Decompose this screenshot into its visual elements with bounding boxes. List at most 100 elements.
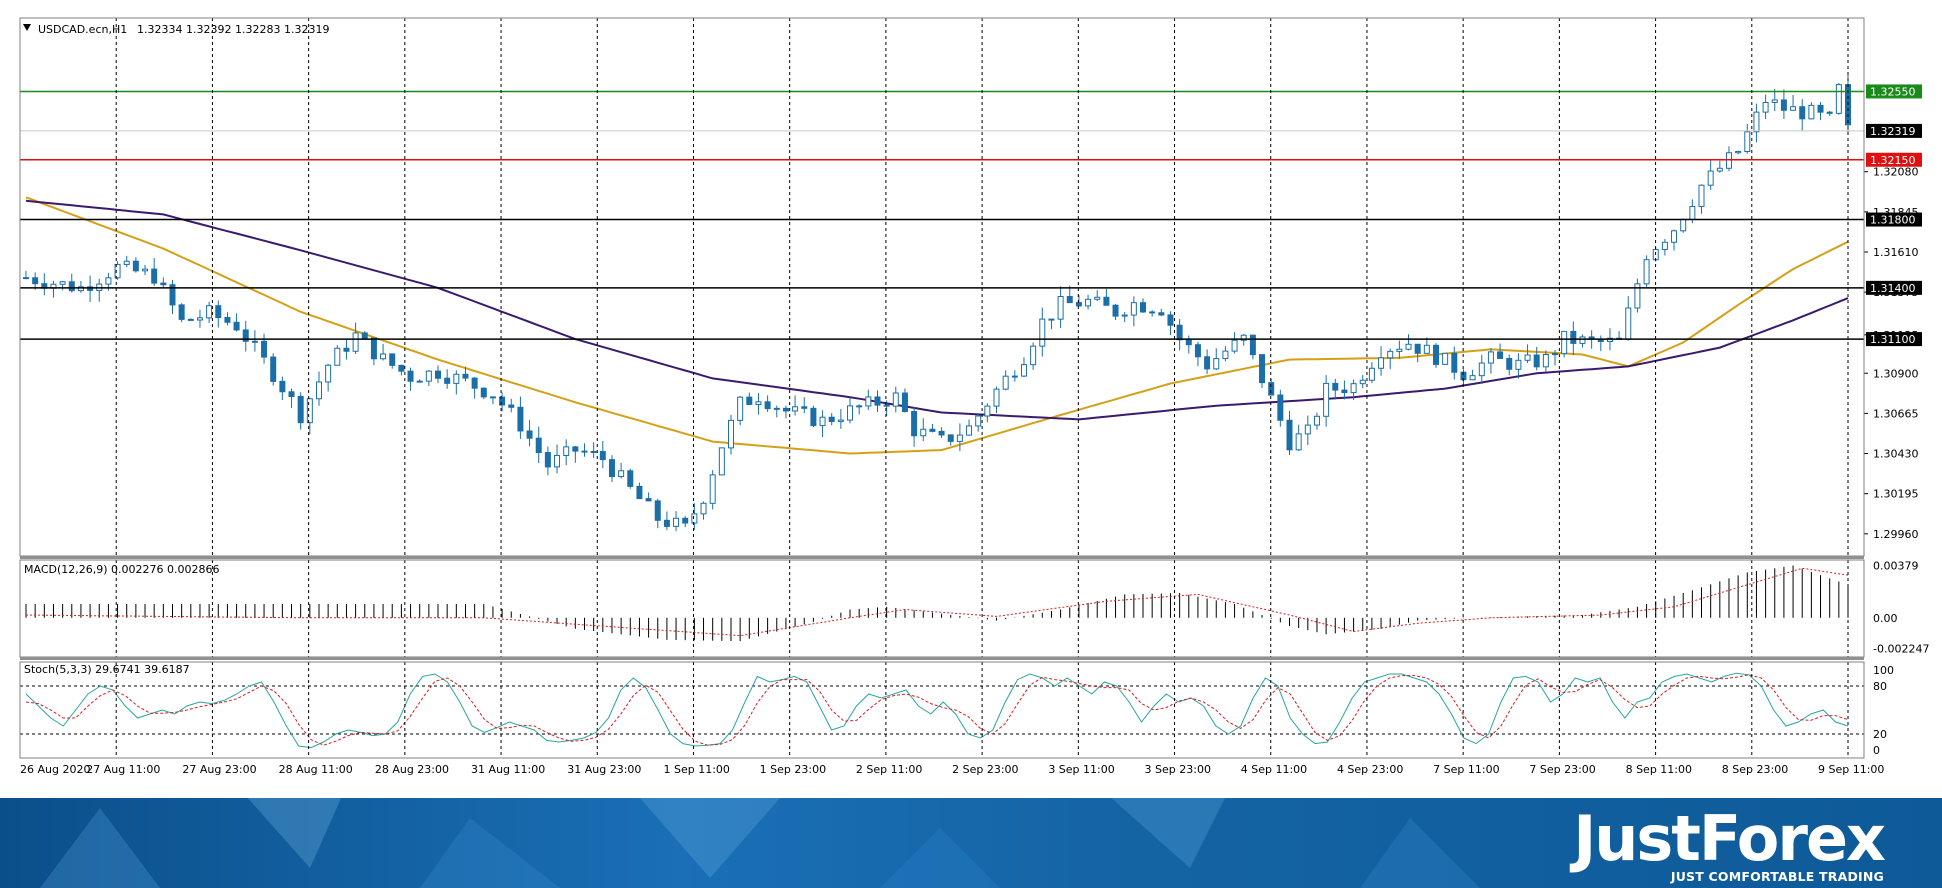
candle-body [810,407,817,427]
candle-body [169,284,176,306]
candle-body [59,281,66,285]
candle-body [709,474,716,504]
candle-body [975,415,982,427]
candle-body [1103,296,1110,306]
price-level-tag [1866,280,1922,295]
candle-body [471,377,478,389]
candle-body [755,401,762,405]
candle-body [865,396,872,407]
stoch-tick-label: 0 [1873,744,1880,757]
candle-body [1066,295,1073,304]
candle-body [1487,351,1494,364]
candle-body [1661,241,1668,251]
candle-body [673,517,680,527]
candle-body [718,447,725,476]
candle-body [1085,298,1092,307]
candle-body [1094,296,1101,300]
candle-body [187,318,194,321]
candle-body [352,332,359,352]
candle-body [407,370,414,382]
stoch-title: Stoch(5,3,3) 29.6741 39.6187 [24,663,190,676]
price-level-tag [1866,212,1922,227]
candle-body [1020,364,1027,377]
candle-body [1689,206,1696,220]
y-tick-label: 1.31610 [1873,246,1919,259]
candle-body [764,401,771,410]
price-level-tag [1866,84,1922,99]
candle-body [1643,259,1650,285]
candle-body [380,353,387,360]
candle-body [1295,433,1302,451]
stoch-panel[interactable]: 100 80 20 0 Stoch(5,3,3) 29.6741 39.6187 [20,663,1894,757]
candle-body [792,406,799,412]
candle-body [1405,343,1412,350]
candle-body [1332,382,1339,391]
candle-body [261,340,268,358]
brand-slogan: JUST COMFORTABLE TRADING [1670,869,1884,884]
y-tick-label: 1.30430 [1873,448,1919,461]
candle-body [590,451,597,454]
price-level-label: 1.32319 [1870,125,1916,138]
x-tick-label: 1 Sep 11:00 [663,763,729,776]
candle-body [1579,336,1586,344]
candle-body [435,370,442,379]
candle-body [819,416,826,427]
candle-body [1222,350,1229,360]
moving-average-line [25,196,1849,455]
candle-body [1625,307,1632,340]
y-tick-label: 1.29960 [1873,528,1919,541]
candle-body [114,263,121,279]
candle-body [343,347,350,352]
candle-body [453,373,460,384]
candle-body [270,356,277,382]
x-tick-label: 7 Sep 23:00 [1529,763,1595,776]
candle-body [206,305,213,319]
candle-body [1735,151,1742,154]
candle-body [1515,359,1522,370]
price-level-label: 1.32550 [1870,85,1916,98]
x-tick-label: 2 Sep 23:00 [952,763,1018,776]
macd-panel[interactable]: 0.00379 0.00 -0.002247 MACD(12,26,9) 0.0022… [24,560,1929,656]
candle-body [956,434,963,442]
macd-signal-line [25,567,1849,637]
trading-chart[interactable]: USDCAD.ecn,H1 1.32334 1.32392 1.32283 1.… [0,0,1942,798]
price-panel[interactable]: 1.320801.318451.316101.313751.311251.309… [20,74,1922,541]
candle-body [1112,304,1119,317]
candle-body [1057,295,1064,320]
candle-body [1552,353,1559,356]
candle-body [1826,111,1833,114]
candle-body [535,437,542,454]
candle-body [1478,362,1485,377]
y-tick-label: 1.30900 [1873,367,1919,380]
candle-body [1121,314,1128,317]
candle-body [1423,344,1430,354]
price-level-tag [1866,123,1922,138]
candle-body [1744,131,1751,153]
candle-body [1414,343,1421,354]
candle-body [1249,334,1256,356]
candle-body [636,485,643,500]
dropdown-triangle-icon[interactable] [23,24,31,31]
candle-body [77,286,84,292]
brand-banner: JustForex JUST COMFORTABLE TRADING [0,798,1942,888]
candle-body [315,381,322,400]
candle-body [480,387,487,398]
candle-body [132,260,139,272]
candle-body [1716,167,1723,172]
candle-body [1359,379,1366,385]
candle-body [1671,230,1678,243]
price-level-label: 1.31400 [1870,282,1916,295]
candle-body [1259,354,1266,384]
candle-body [233,321,240,331]
candle-body [1533,354,1540,368]
candle-body [1808,104,1815,120]
candle-body [1231,339,1238,352]
candle-body [297,396,304,424]
x-tick-label: 27 Aug 23:00 [182,763,256,776]
candle-body [499,396,506,406]
y-tick-label: 1.30195 [1873,488,1919,501]
candle-body [1634,283,1641,309]
candle-body [1469,375,1476,381]
candle-body [1130,302,1137,316]
candle-body [1185,339,1192,346]
